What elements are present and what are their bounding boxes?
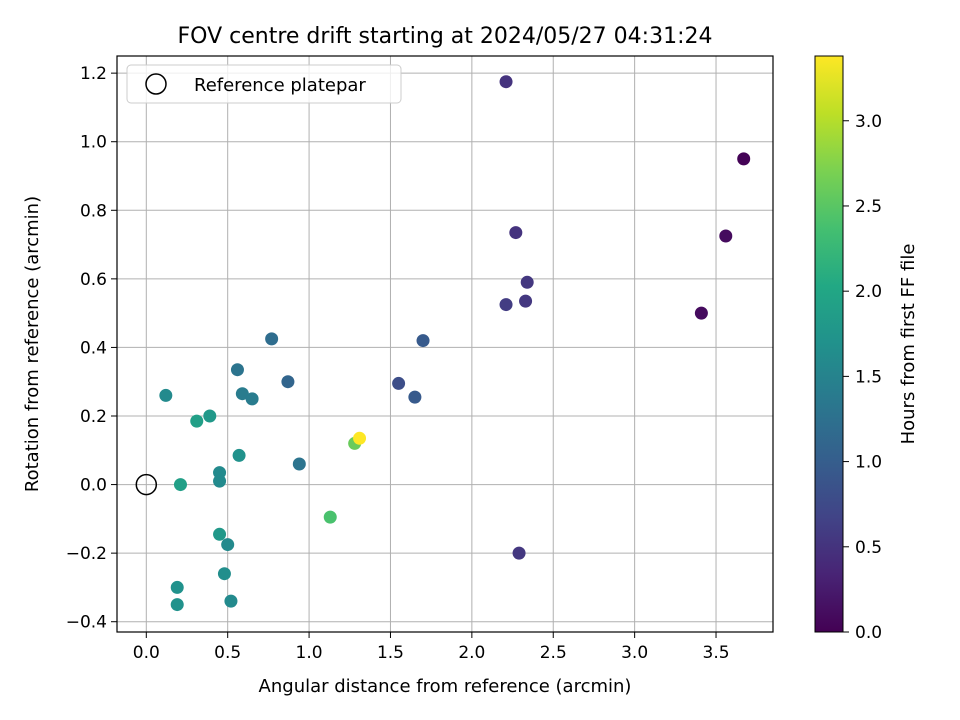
reference-point	[135, 473, 158, 496]
legend: Reference platepar	[126, 64, 402, 104]
x-tick-label: 3.0	[621, 643, 648, 663]
scatter-point	[520, 275, 534, 289]
scatter-point	[281, 375, 295, 389]
scatter-point	[170, 598, 184, 612]
scatter-point	[213, 474, 227, 488]
y-axis-label: Rotation from reference (arcmin)	[22, 196, 43, 492]
y-tick-label: 0.4	[80, 338, 107, 358]
y-tick-label: 0.2	[80, 407, 107, 427]
scatter-point	[173, 478, 187, 492]
scatter-point	[392, 376, 406, 390]
grid-lines	[117, 56, 773, 632]
scatter-point	[694, 306, 708, 320]
scatter-point	[737, 152, 751, 166]
data-points	[159, 75, 751, 612]
x-tick-label: 2.0	[458, 643, 485, 663]
scatter-point	[245, 392, 259, 406]
scatter-point	[353, 431, 367, 445]
colorbar	[814, 55, 844, 633]
x-axis-ticks: 0.0 0.5 1.0 1.5 2.0 2.5 3.0 3.5	[133, 632, 730, 663]
scatter-point	[217, 567, 231, 581]
y-tick-label: 1.2	[80, 64, 107, 84]
colorbar-tick-label: 0.5	[855, 538, 882, 558]
colorbar-label: Hours from first FF file	[898, 244, 919, 445]
y-tick-label: 0.0	[80, 476, 107, 496]
scatter-point	[499, 298, 513, 312]
legend-entry-reference-platepar: Reference platepar	[194, 75, 366, 96]
x-axis-label: Angular distance from reference (arcmin)	[259, 676, 632, 697]
colorbar-tick-label: 1.0	[855, 453, 882, 473]
scatter-point	[224, 594, 238, 608]
x-tick-label: 0.5	[214, 643, 241, 663]
colorbar-tick-label: 1.5	[855, 367, 882, 387]
scatter-point	[190, 414, 204, 428]
scatter-point	[499, 75, 513, 89]
scatter-point	[323, 510, 337, 524]
scatter-point	[203, 409, 217, 423]
scatter-point	[230, 363, 244, 377]
scatter-point	[512, 546, 526, 560]
y-tick-label: 0.8	[80, 201, 107, 221]
scatter-point	[232, 448, 246, 462]
colorbar-tick-label: 0.0	[855, 623, 882, 643]
y-tick-label: 0.6	[80, 270, 107, 290]
legend-box	[126, 64, 402, 104]
x-tick-label: 3.5	[703, 643, 730, 663]
y-axis-ticks: −0.4 −0.2 0.0 0.2 0.4 0.6 0.8 1.0 1.2	[66, 64, 117, 633]
scatter-point	[265, 332, 279, 346]
scatter-point	[170, 580, 184, 594]
y-tick-label: −0.4	[66, 613, 107, 633]
scatter-point	[159, 388, 173, 402]
colorbar-ticks: 0.0 0.5 1.0 1.5 2.0 2.5 3.0	[843, 112, 882, 643]
reference-point-group	[135, 473, 158, 496]
x-tick-label: 0.0	[133, 643, 160, 663]
scatter-point	[221, 538, 235, 552]
scatter-point	[235, 387, 249, 401]
chart-title: FOV centre drift starting at 2024/05/27 …	[178, 24, 713, 49]
scatter-point	[416, 334, 430, 348]
legend-marker-icon	[145, 73, 167, 95]
y-tick-label: 1.0	[80, 133, 107, 153]
scatter-point	[292, 457, 306, 471]
colorbar-tick-label: 2.0	[855, 282, 882, 302]
scatter-point	[408, 390, 422, 404]
scatter-point	[519, 294, 533, 308]
colorbar-tick-label: 3.0	[855, 112, 882, 132]
x-tick-label: 1.0	[296, 643, 323, 663]
scatter-point	[719, 229, 733, 243]
plot-frame	[116, 55, 774, 633]
y-tick-label: −0.2	[66, 544, 107, 564]
scatter-point	[509, 226, 523, 240]
x-tick-label: 1.5	[377, 643, 404, 663]
colorbar-tick-label: 2.5	[855, 197, 882, 217]
x-tick-label: 2.5	[540, 643, 567, 663]
scatter-point	[213, 527, 227, 541]
